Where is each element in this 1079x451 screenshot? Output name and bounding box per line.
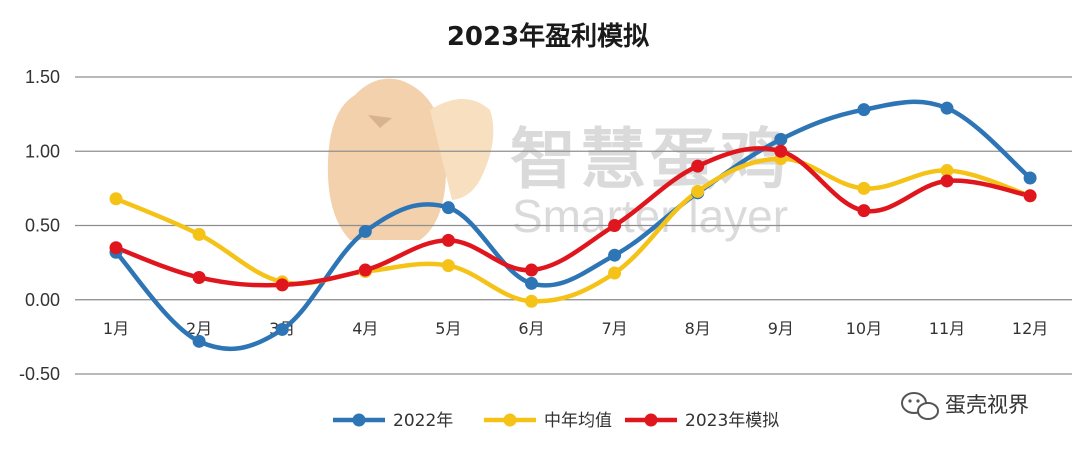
data-point — [109, 192, 123, 206]
data-point — [109, 241, 123, 255]
data-point — [691, 184, 705, 198]
data-point — [441, 201, 455, 215]
data-point — [525, 294, 538, 308]
data-point — [192, 270, 206, 284]
x-tick-label: 11月 — [929, 319, 965, 338]
x-tick-label: 9月 — [768, 319, 794, 338]
grid — [75, 76, 1072, 375]
data-point — [192, 334, 206, 348]
data-point — [275, 278, 289, 292]
data-point — [441, 233, 455, 247]
series-points — [109, 101, 1037, 348]
data-point — [774, 144, 788, 158]
data-point — [608, 219, 622, 232]
legend-label: 中年均值 — [544, 411, 612, 431]
x-tick-label: 8月 — [685, 319, 711, 338]
series-line-2 — [113, 156, 1033, 304]
legend-label: 2022年 — [393, 411, 453, 431]
x-axis: 1月2月3月4月5月6月7月8月9月10月11月12月 — [103, 319, 1048, 338]
y-axis: 1.50 1.00 0.50 0.00 -0.50 — [19, 67, 60, 384]
y-tick-label: 0.00 — [25, 290, 60, 310]
data-point — [857, 181, 871, 195]
watermark-cn: 智慧蛋鸡 — [510, 121, 790, 198]
data-point — [940, 174, 954, 188]
legend-marker — [352, 413, 366, 427]
legend-label: 2023年模拟 — [685, 411, 779, 431]
x-tick-label: 10月 — [846, 319, 882, 338]
x-tick-label: 5月 — [435, 319, 461, 338]
x-tick-label: 2月 — [186, 319, 212, 338]
data-point — [774, 132, 788, 146]
data-point — [940, 101, 954, 115]
data-point — [275, 322, 289, 336]
data-point — [525, 276, 538, 290]
data-point — [857, 204, 871, 218]
data-point — [441, 259, 455, 273]
watermark: 智慧蛋鸡 Smarter layer — [327, 78, 790, 242]
data-point — [525, 263, 538, 277]
legend: 2022年 中年均值 2023年模拟 — [333, 411, 779, 431]
chart-title: 2023年盈利模拟 — [447, 21, 649, 52]
legend-marker — [503, 413, 517, 427]
legend-marker — [644, 413, 658, 427]
data-point — [358, 263, 372, 277]
data-point — [1023, 171, 1037, 185]
wechat-icon — [901, 392, 939, 420]
x-tick-label: 7月 — [602, 319, 628, 338]
x-tick-label: 1月 — [103, 319, 129, 338]
data-point — [1023, 189, 1037, 203]
data-point — [608, 248, 622, 262]
data-point — [192, 227, 206, 241]
data-point — [857, 103, 871, 117]
data-point — [940, 164, 954, 178]
data-point — [358, 224, 372, 238]
y-tick-label: 1.50 — [25, 67, 60, 87]
credit: 蛋壳视界 — [901, 392, 1029, 420]
y-tick-label: 1.00 — [25, 141, 60, 161]
data-point — [691, 159, 705, 173]
credit-text: 蛋壳视界 — [945, 393, 1029, 417]
x-tick-label: 4月 — [352, 319, 378, 338]
x-tick-label: 12月 — [1012, 319, 1048, 338]
x-tick-label: 6月 — [518, 319, 544, 338]
chicken-logo-icon — [327, 78, 494, 241]
y-tick-label: -0.50 — [19, 364, 60, 384]
y-tick-label: 0.50 — [25, 216, 60, 236]
data-point — [608, 266, 622, 280]
